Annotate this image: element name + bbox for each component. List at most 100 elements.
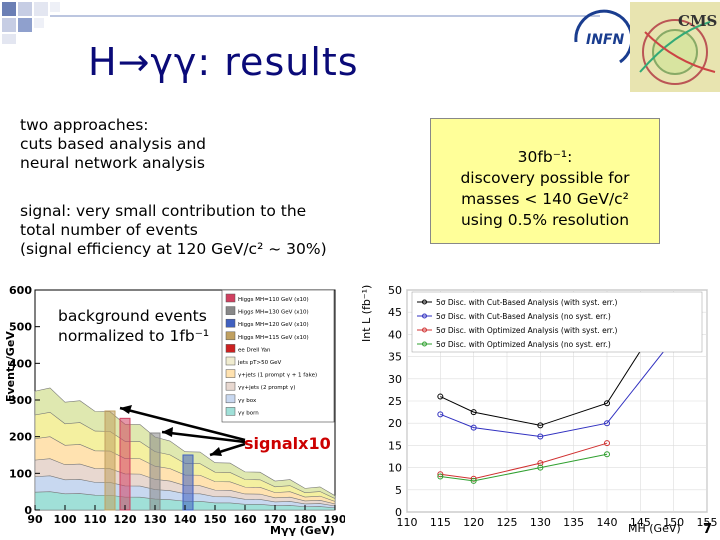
chart1-xtick: 180	[294, 513, 317, 526]
chart2-legend: 5σ Disc. with Cut-Based Analysis (with s…	[411, 291, 703, 353]
signal-peak-120	[119, 417, 131, 511]
chart2-xtick: 115	[430, 516, 451, 529]
chart1-xtick: 110	[84, 513, 107, 526]
chart2-ytick: 20	[388, 417, 402, 430]
chart1-legend-box	[221, 289, 335, 423]
chart2-xtick: 120	[463, 516, 484, 529]
cms-logo: CMS	[630, 2, 720, 92]
chart1-legend-item: Higgs MH=120 GeV (x10)	[238, 322, 309, 328]
series-line-0	[440, 298, 675, 426]
luminosity-chart: Int L (fb⁻¹) MH (GeV) 110 115 120 125 130 135…	[360, 284, 718, 535]
chart1-legend-item: Higgs MH=110 GeV (x10)	[238, 297, 309, 303]
chart1-legend-item: jets pT>50 GeV	[237, 360, 282, 366]
chart1-xtick: 130	[144, 513, 167, 526]
chart1-legend-item: γ+jets (1 prompt γ + 1 fake)	[238, 373, 317, 379]
chart2-xtick: 110	[397, 516, 418, 529]
chart2-legend-item: 5σ Disc. with Optimized Analysis (no sys…	[436, 340, 611, 349]
series-point	[437, 411, 444, 418]
series-point	[604, 420, 610, 427]
series-point	[537, 460, 544, 467]
infn-logo-text: INFN	[586, 32, 624, 48]
series-point	[604, 440, 610, 447]
chart1-ytick: 200	[9, 431, 32, 444]
chart1-xtick: 150	[204, 513, 227, 526]
chart2-lines	[437, 295, 677, 484]
chart1-ytick: 0	[24, 504, 32, 517]
signal-peak-141	[182, 454, 194, 511]
chart2-ytick: 35	[388, 351, 402, 364]
chart2-ytick: 50	[388, 284, 402, 297]
chart1-xtick: 120	[114, 513, 137, 526]
chart2-ytick: 5	[395, 484, 402, 497]
chart2-grid	[406, 289, 708, 513]
series-point	[604, 400, 610, 407]
chart1-xtick: 160	[234, 513, 257, 526]
series-point	[537, 422, 544, 429]
page-title: H→γγ: results	[88, 40, 359, 84]
chart2-xtick: 140	[597, 516, 618, 529]
series-point	[537, 433, 544, 440]
chart1-ytick: 600	[9, 284, 32, 297]
chart1-legend-item: γγ box	[238, 398, 257, 404]
page-number: 7	[703, 522, 713, 537]
chart2-ylabel: Int L (fb⁻¹)	[360, 285, 373, 342]
chart2-ytick: 45	[388, 306, 402, 319]
chart1-legend: Higgs MH=110 GeV (x10) Higgs MH=130 GeV (…	[221, 289, 335, 423]
signal-peak-130	[149, 432, 161, 511]
series-line-2	[440, 442, 608, 480]
signal-peak-115	[104, 410, 116, 511]
corner-decoration	[2, 2, 80, 44]
infn-logo: INFN	[560, 2, 634, 74]
series-point	[437, 393, 444, 400]
box-line-4: using 0.5% resolution	[460, 211, 630, 229]
series-point	[470, 477, 477, 484]
chart2-xtick: 155	[697, 516, 718, 529]
chart1-ytick: 300	[9, 394, 32, 407]
chart1-ytick: 500	[9, 321, 32, 334]
chart1-ylabel: Events/GeV	[4, 331, 17, 402]
chart1-ticks: 90 100 110 120 130 140 150 160 170 180 190 0 100 200 3…	[9, 284, 345, 526]
chart2-xtick: 130	[530, 516, 551, 529]
chart2-ticks: 110 115 120 125 130 135 140 145 150 155 0 5 10 15 20 25…	[388, 284, 718, 529]
chart1-legend-item: γγ born	[238, 410, 259, 416]
chart1-ytick: 100	[9, 467, 32, 480]
chart2-legend-item: 5σ Disc. with Optimized Analysis (with s…	[436, 326, 617, 335]
chart2-ytick: 10	[388, 462, 402, 475]
signal-text: signal: very small contribution to the t…	[20, 202, 327, 258]
series-point	[470, 424, 477, 431]
chart2-legend-item: 5σ Disc. with Cut-Based Analysis (with s…	[436, 298, 617, 307]
chart1-xtick: 140	[174, 513, 197, 526]
chart1-legend-item: ee Drell Yan	[238, 347, 271, 353]
series-point	[470, 409, 477, 416]
signal-label: signalx10	[244, 434, 331, 453]
approaches-text: two approaches: cuts based analysis and …	[20, 116, 206, 172]
cms-logo-text: CMS	[678, 12, 717, 30]
discovery-box: 30fb⁻¹: discovery possible for masses < …	[430, 118, 660, 244]
chart2-ytick: 15	[388, 439, 402, 452]
chart2-ytick: 30	[388, 373, 402, 386]
chart1-legend-item: Higgs MH=130 GeV (x10)	[238, 310, 309, 316]
series-point	[604, 451, 610, 458]
chart2-legend-item: 5σ Disc. with Cut-Based Analysis (no sys…	[436, 312, 611, 321]
box-line-2: discovery possible for	[460, 169, 630, 187]
background-events-note: background events normalized to 1fb⁻¹	[58, 306, 210, 346]
chart1-ytick: 400	[9, 357, 32, 370]
chart1-xtick: 190	[324, 513, 345, 526]
chart2-xtick: 150	[663, 516, 684, 529]
series-point	[537, 464, 544, 471]
series-line-3	[440, 453, 608, 482]
chart2-xtick: 145	[630, 516, 651, 529]
chart2-ytick: 25	[388, 395, 402, 408]
chart2-ytick: 0	[395, 506, 402, 519]
chart1-xlabel: Mγγ (GeV)	[270, 524, 335, 537]
chart1-xtick: 90	[27, 513, 43, 526]
box-line-3: masses < 140 GeV/c²	[461, 190, 629, 208]
chart2-legend-box	[411, 291, 703, 353]
chart1-legend-item: Higgs MH=115 GeV (x10)	[238, 335, 309, 341]
chart1-legend-item: γγ+jets (2 prompt γ)	[238, 385, 295, 391]
box-line-1: 30fb⁻¹:	[517, 148, 573, 166]
chart2-ytick: 40	[388, 328, 402, 341]
header-rule	[60, 15, 600, 17]
chart1-xtick: 100	[54, 513, 77, 526]
series-line-1	[440, 338, 675, 438]
